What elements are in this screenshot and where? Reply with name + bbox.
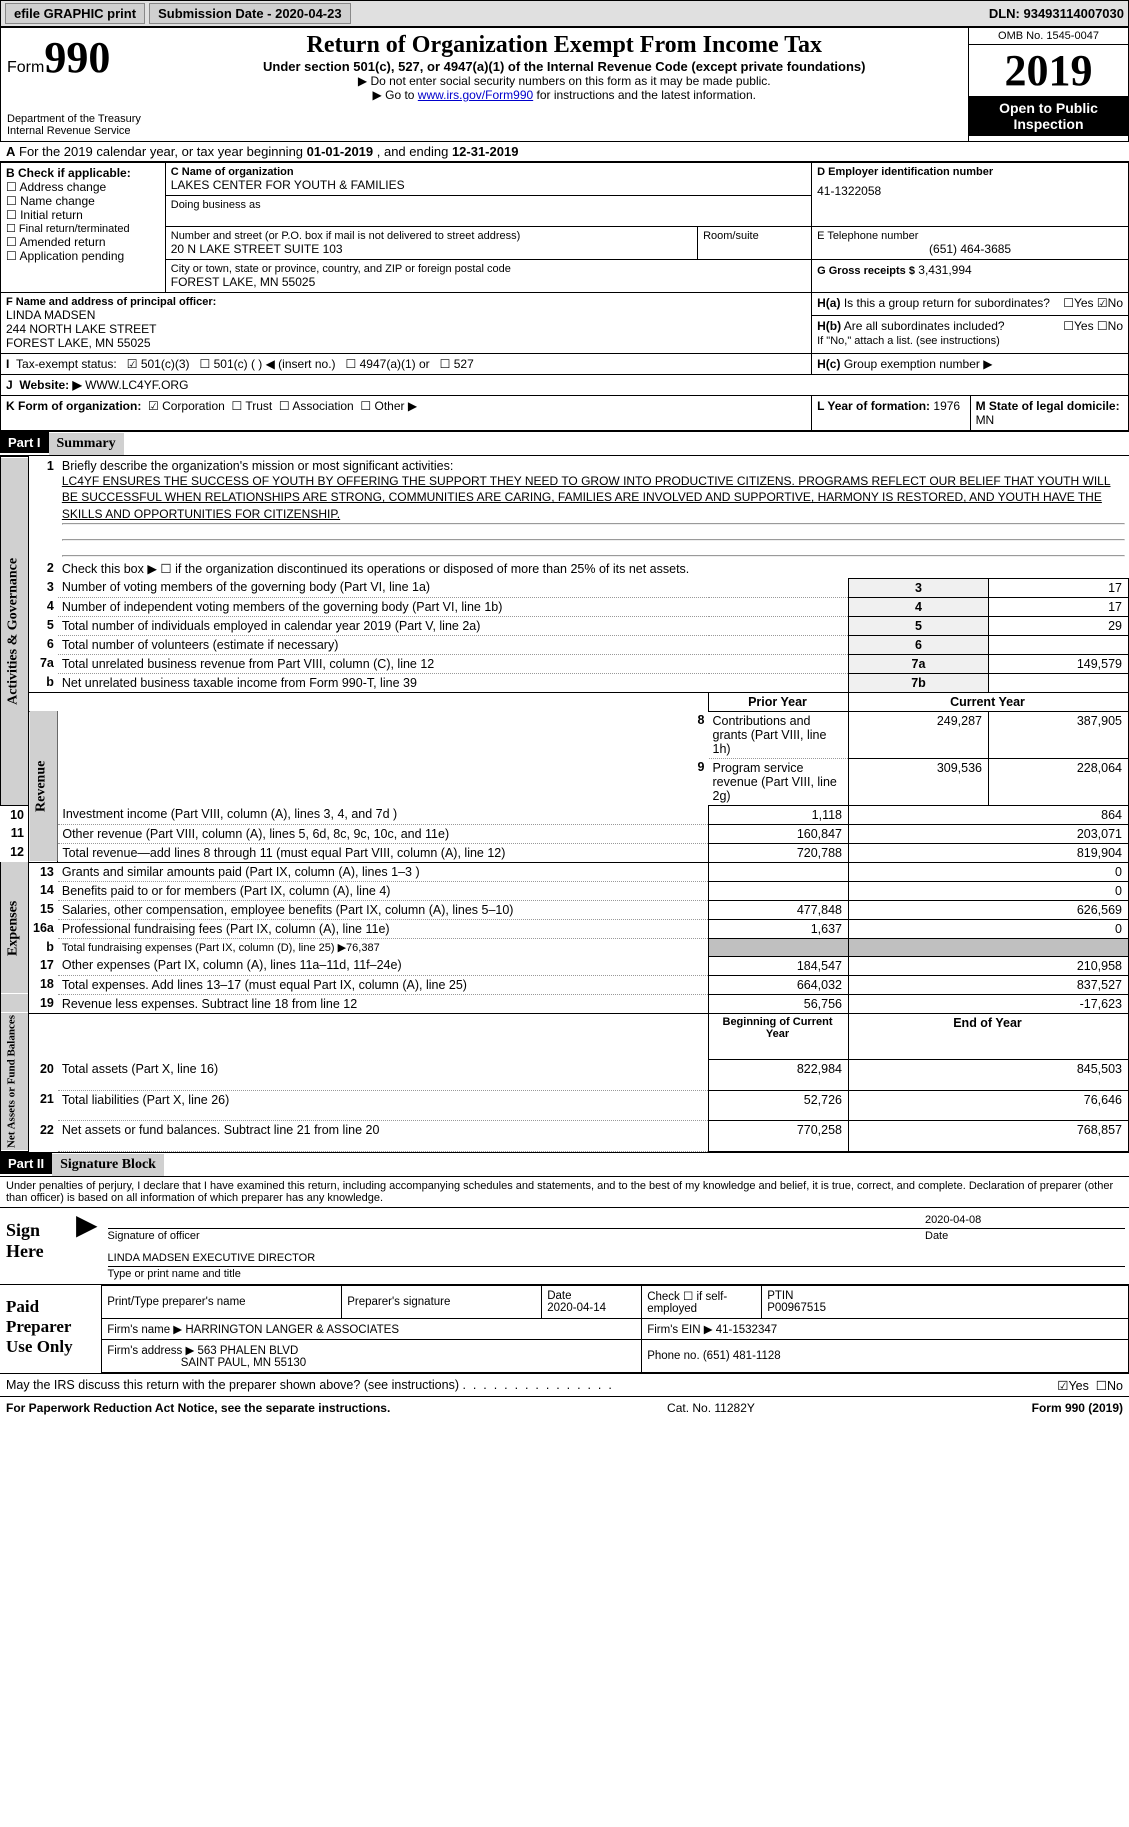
phone: (651) 464-3685 [817,242,1123,256]
tax-year: 2019 [1005,46,1093,95]
vert-gov: Activities & Governance [1,457,29,806]
period-row: A For the 2019 calendar year, or tax yea… [0,142,1129,162]
form-title: Return of Organization Exempt From Incom… [167,32,963,59]
preparer-table: Print/Type preparer's name Preparer's si… [101,1285,1129,1373]
dept: Department of the Treasury Internal Reve… [7,113,155,137]
vert-rev: Revenue [29,711,58,862]
mission-text: LC4YF ENSURES THE SUCCESS OF YOUTH BY OF… [62,474,1111,522]
form-label: Form990 [7,59,110,76]
summary-table: Activities & Governance 1 Briefly descri… [0,456,1129,1152]
sign-here: Sign Here ▶ 2020-04-08 Signature of offi… [0,1207,1129,1284]
top-bar: efile GRAPHIC print Submission Date - 20… [0,0,1129,27]
ck-initial[interactable]: ☐ Initial return [6,208,160,222]
vert-net: Net Assets or Fund Balances [1,1013,29,1151]
instr1: ▶ Do not enter social security numbers o… [167,74,963,88]
ck-amended[interactable]: ☐ Amended return [6,235,160,249]
gross: 3,431,994 [918,263,971,277]
ck-name[interactable]: ☐ Name change [6,194,160,208]
footer: For Paperwork Reduction Act Notice, see … [0,1396,1129,1419]
perjury: Under penalties of perjury, I declare th… [0,1177,1129,1207]
paid-prep-lbl: Paid Preparer Use Only [0,1285,101,1373]
org-name: LAKES CENTER FOR YOUTH & FAMILIES [171,178,806,192]
ck-addr[interactable]: ☐ Address change [6,180,160,194]
ck-pending[interactable]: ☐ Application pending [6,249,160,263]
ck-final[interactable]: ☐ Final return/terminated [6,222,160,235]
header-table: Form990 Department of the Treasury Inter… [0,27,1129,142]
boxB-hdr: B Check if applicable: [6,166,160,180]
sub-date-btn[interactable]: Submission Date - 2020-04-23 [149,3,351,24]
form-subtitle: Under section 501(c), 527, or 4947(a)(1)… [167,59,963,74]
dln: DLN: 93493114007030 [989,6,1124,21]
meta-table: B Check if applicable: ☐ Address change … [0,162,1129,431]
street: 20 N LAKE STREET SUITE 103 [171,242,692,256]
website: WWW.LC4YF.ORG [85,378,188,392]
part1-hdr: Part ISummary [0,431,1129,456]
irs-link[interactable]: www.irs.gov/Form990 [418,88,533,102]
city: FOREST LAKE, MN 55025 [171,275,806,289]
ein: 41-1322058 [817,178,1123,204]
part2-hdr: Part IISignature Block [0,1152,1129,1177]
omb: OMB No. 1545-0047 [969,28,1128,45]
vert-exp: Expenses [1,862,29,994]
discuss-row: May the IRS discuss this return with the… [0,1373,1129,1396]
officer-name: LINDA MADSEN [6,308,806,322]
efile-btn[interactable]: efile GRAPHIC print [5,3,145,24]
instr2: ▶ Go to www.irs.gov/Form990 for instruct… [167,88,963,102]
open-public: Open to Public Inspection [969,96,1128,136]
